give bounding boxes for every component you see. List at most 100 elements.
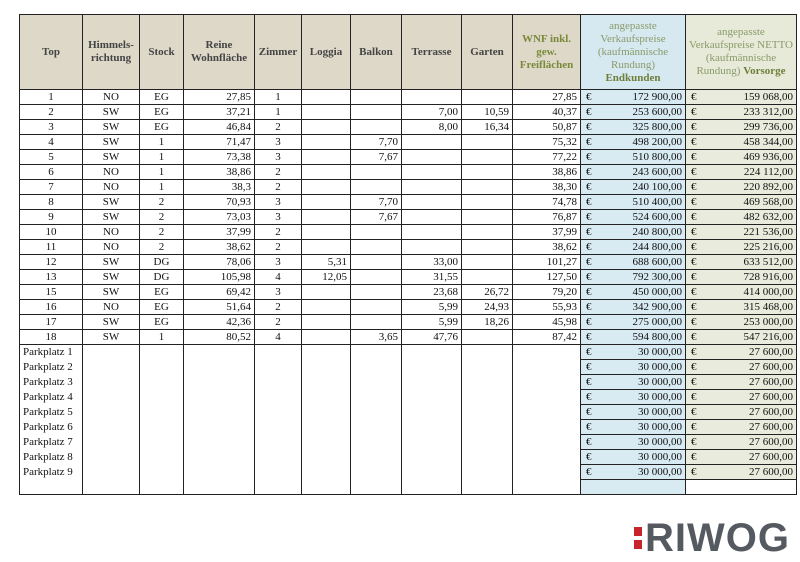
euro-sign: € xyxy=(586,180,592,193)
empty-cell xyxy=(139,419,184,435)
euro-sign: € xyxy=(691,300,697,313)
cell-stock: EG xyxy=(139,119,184,135)
empty-cell xyxy=(183,419,255,435)
cell-wnf: 38,62 xyxy=(512,239,581,255)
cell-zimmer: 2 xyxy=(254,179,302,195)
cell-endkunden: €594 800,00 xyxy=(580,329,686,345)
cell-endkunden: €30 000,00 xyxy=(580,449,686,465)
euro-sign: € xyxy=(586,195,592,208)
euro-sign: € xyxy=(586,105,592,118)
cell-wohnflaeche: 27,85 xyxy=(183,89,255,105)
euro-sign: € xyxy=(586,330,592,343)
cell-stock: 1 xyxy=(139,149,184,165)
empty-cell xyxy=(350,344,402,360)
cell-garten xyxy=(461,194,513,210)
price-value: 30 000,00 xyxy=(638,465,682,478)
cell-vorsorge: €458 344,00 xyxy=(685,134,797,150)
empty-cell xyxy=(350,449,402,465)
cell-zimmer: 3 xyxy=(254,254,302,270)
euro-sign: € xyxy=(586,435,592,448)
empty-cell xyxy=(139,479,184,495)
cell-terrasse: 47,76 xyxy=(401,329,462,345)
cell-stock: 2 xyxy=(139,194,184,210)
cell-zimmer: 3 xyxy=(254,134,302,150)
cell-balkon: 7,67 xyxy=(350,209,402,225)
empty-cell xyxy=(350,404,402,420)
table-row: 16 NO EG 51,64 2 5,99 24,93 55,93 €342 900,00 €31… xyxy=(19,299,797,315)
parking-row: Parkplatz 6 €30 000,00 €27 600,00 xyxy=(19,419,797,435)
cell-terrasse xyxy=(401,194,462,210)
empty-cell xyxy=(685,479,797,495)
cell-wohnflaeche: 73,38 xyxy=(183,149,255,165)
cell-vorsorge: €225 216,00 xyxy=(685,239,797,255)
cell-top: 8 xyxy=(19,194,83,210)
cell-endkunden: €325 800,00 xyxy=(580,119,686,135)
cell-endkunden: €498 200,00 xyxy=(580,134,686,150)
euro-sign: € xyxy=(586,225,592,238)
cell-loggia xyxy=(301,104,351,120)
cell-himmelsrichtung: SW xyxy=(82,254,140,270)
cell-vorsorge: €469 936,00 xyxy=(685,149,797,165)
cell-terrasse xyxy=(401,239,462,255)
cell-parking-label: Parkplatz 9 xyxy=(19,464,83,480)
cell-terrasse xyxy=(401,209,462,225)
cell-balkon xyxy=(350,104,402,120)
cell-top: 18 xyxy=(19,329,83,345)
table-row: 10 NO 2 37,99 2 37,99 €240 800,00 €221 536,00 xyxy=(19,224,797,240)
euro-sign: € xyxy=(586,165,592,178)
header-row: Top Himmels-richtung Stock Reine Wohnflä… xyxy=(19,14,797,90)
euro-sign: € xyxy=(691,465,697,478)
cell-garten xyxy=(461,164,513,180)
cell-garten xyxy=(461,269,513,285)
cell-balkon xyxy=(350,164,402,180)
cell-wohnflaeche: 38,3 xyxy=(183,179,255,195)
price-value: 633 512,00 xyxy=(743,255,794,268)
cell-parking-label: Parkplatz 4 xyxy=(19,389,83,405)
cell-endkunden: €240 100,00 xyxy=(580,179,686,195)
price-value: 325 800,00 xyxy=(632,120,683,133)
empty-cell xyxy=(350,419,402,435)
price-value: 27 600,00 xyxy=(749,360,793,373)
empty-cell xyxy=(461,419,513,435)
table-row: 13 SW DG 105,98 4 12,05 31,55 127,50 €792 300,00… xyxy=(19,269,797,285)
empty-cell xyxy=(19,479,83,495)
empty-cell xyxy=(401,404,462,420)
empty-cell xyxy=(183,464,255,480)
cell-loggia: 12,05 xyxy=(301,269,351,285)
empty-cell xyxy=(350,389,402,405)
cell-terrasse xyxy=(401,134,462,150)
price-value: 275 000,00 xyxy=(632,315,683,328)
euro-sign: € xyxy=(691,390,697,403)
cell-wohnflaeche: 105,98 xyxy=(183,269,255,285)
cell-parking-label: Parkplatz 1 xyxy=(19,344,83,360)
table-row: 2 SW EG 37,21 1 7,00 10,59 40,37 €253 600,00 €233… xyxy=(19,104,797,120)
euro-sign: € xyxy=(691,345,697,358)
cell-loggia xyxy=(301,224,351,240)
cell-wohnflaeche: 71,47 xyxy=(183,134,255,150)
cell-endkunden: €510 800,00 xyxy=(580,149,686,165)
cell-wnf: 27,85 xyxy=(512,89,581,105)
price-value: 30 000,00 xyxy=(638,405,682,418)
cell-top: 12 xyxy=(19,254,83,270)
cell-himmelsrichtung: NO xyxy=(82,239,140,255)
cell-zimmer: 2 xyxy=(254,224,302,240)
header-endkunden-label: Endkunden xyxy=(605,71,661,84)
euro-sign: € xyxy=(586,285,592,298)
empty-cell xyxy=(82,419,140,435)
logo-text: RIWOG xyxy=(645,516,790,560)
cell-vorsorge: €469 568,00 xyxy=(685,194,797,210)
price-value: 233 312,00 xyxy=(743,105,794,118)
cell-balkon xyxy=(350,239,402,255)
cell-vorsorge: €253 000,00 xyxy=(685,314,797,330)
cell-stock: 1 xyxy=(139,179,184,195)
cell-terrasse: 7,00 xyxy=(401,104,462,120)
cell-terrasse xyxy=(401,149,462,165)
price-value: 27 600,00 xyxy=(749,465,793,478)
cell-zimmer: 2 xyxy=(254,299,302,315)
cell-balkon: 7,67 xyxy=(350,149,402,165)
cell-wohnflaeche: 42,36 xyxy=(183,314,255,330)
cell-vorsorge: €233 312,00 xyxy=(685,104,797,120)
cell-endkunden: €30 000,00 xyxy=(580,359,686,375)
cell-loggia xyxy=(301,299,351,315)
price-value: 172 900,00 xyxy=(632,90,683,103)
